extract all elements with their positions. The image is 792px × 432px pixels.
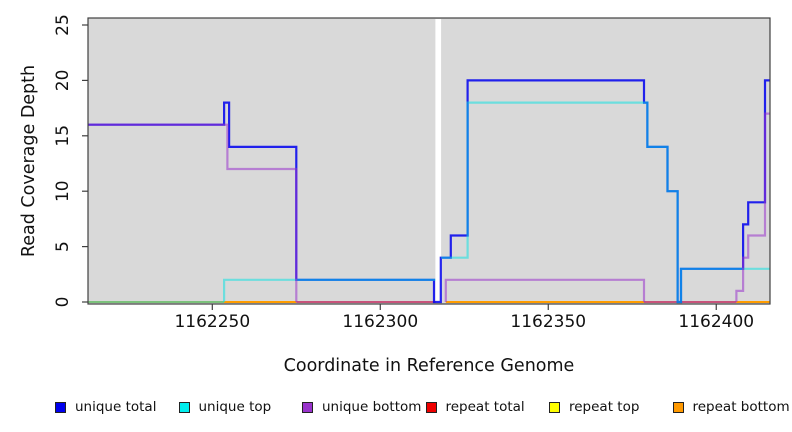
y-axis-tick-label: 0 <box>53 297 73 308</box>
legend-label: unique total <box>75 399 157 415</box>
series-line-unique-top <box>441 101 770 304</box>
y-axis-title: Read Coverage Depth <box>19 65 39 257</box>
legend-swatch-repeat-total <box>425 401 437 413</box>
y-axis-tick-label: 15 <box>53 125 73 147</box>
legend-item-repeat-top: repeat top <box>549 396 639 418</box>
legend-item-unique-total: unique total <box>55 396 156 418</box>
legend-swatch-unique-total <box>55 401 66 413</box>
legend-label: repeat total <box>445 399 525 415</box>
legend-swatch-repeat-top <box>549 401 560 413</box>
no-data-gap-band <box>435 19 442 303</box>
legend-item-unique-top: unique top <box>178 396 272 418</box>
x-axis-title: Coordinate in Reference Genome <box>284 356 575 376</box>
legend-item-repeat-bottom: repeat bottom <box>672 396 790 418</box>
series-line-unique-bottom <box>444 278 646 302</box>
legend-swatch-unique-bottom <box>302 401 313 413</box>
series-line-unique-top <box>223 278 436 302</box>
series-line-unique-bottom <box>735 112 770 302</box>
x-axis-tick-label: 1162300 <box>342 312 418 332</box>
series-line-unique-bottom <box>88 123 298 302</box>
legend-label: repeat bottom <box>692 399 790 415</box>
y-axis-tick-label: 5 <box>53 241 73 252</box>
x-axis-tick-label: 1162400 <box>678 312 754 332</box>
plot-frame <box>87 17 771 305</box>
legend-swatch-unique-top <box>178 401 190 413</box>
legend-item-repeat-total: repeat total <box>425 396 525 418</box>
y-axis-tick-label: 10 <box>53 180 73 202</box>
x-axis-tick-label: 1162250 <box>174 312 250 332</box>
y-axis-tick-label: 20 <box>53 70 73 92</box>
legend-swatch-repeat-bottom <box>672 401 684 413</box>
legend-label: unique top <box>198 399 272 415</box>
legend-label: repeat top <box>569 399 640 415</box>
chart-legend: unique total unique top unique bottom repea… <box>0 396 792 422</box>
y-axis-tick-label: 25 <box>53 14 73 36</box>
x-axis-tick-label: 1162350 <box>510 312 586 332</box>
plot-panel <box>88 18 770 304</box>
legend-item-unique-bottom: unique bottom <box>302 396 421 418</box>
legend-label: unique bottom <box>322 399 422 415</box>
